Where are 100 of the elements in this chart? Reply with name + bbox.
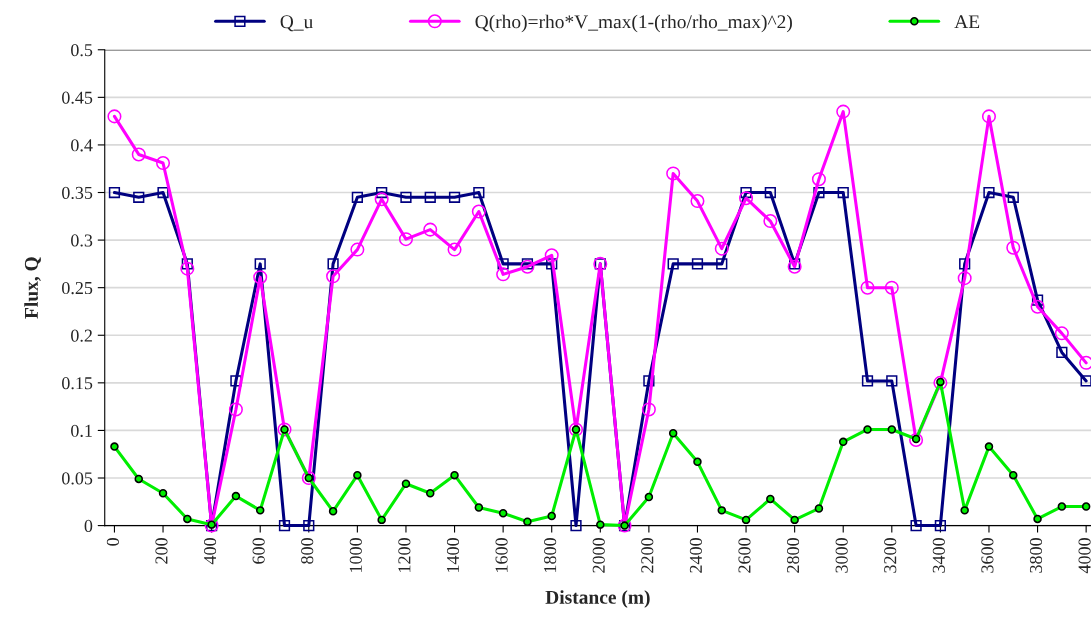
point bbox=[426, 488, 435, 498]
point bbox=[644, 492, 654, 502]
point bbox=[717, 506, 726, 515]
point bbox=[400, 191, 412, 203]
point bbox=[837, 186, 849, 199]
x-tick-label: 1600 bbox=[495, 538, 508, 572]
y-tick-label: 0.45 bbox=[62, 91, 93, 104]
point bbox=[326, 269, 341, 284]
x-tick-label: 0 bbox=[106, 538, 119, 546]
x-tick-label: 200 bbox=[155, 538, 168, 564]
x-tick-label: 4000 bbox=[1078, 538, 1091, 574]
point bbox=[764, 186, 776, 199]
point bbox=[398, 232, 413, 247]
point bbox=[981, 109, 996, 124]
y-tick-label: 0.25 bbox=[62, 281, 93, 295]
x-tick-label: 1800 bbox=[544, 538, 557, 572]
y-tick-label: 0 bbox=[84, 519, 93, 533]
y-tick-label: 0.5 bbox=[71, 44, 93, 57]
point bbox=[668, 429, 678, 438]
y-tick-label: 0.15 bbox=[62, 377, 93, 390]
point bbox=[860, 280, 875, 295]
point bbox=[666, 166, 681, 181]
point bbox=[183, 514, 192, 524]
point bbox=[641, 402, 656, 417]
point bbox=[739, 191, 754, 206]
point bbox=[546, 258, 558, 270]
point bbox=[1033, 514, 1042, 524]
x-tick-label: 2200 bbox=[641, 538, 654, 573]
point bbox=[377, 515, 386, 525]
point bbox=[960, 506, 969, 515]
point bbox=[1081, 502, 1091, 511]
point bbox=[401, 479, 411, 488]
x-tick-label: 1000 bbox=[349, 538, 362, 572]
x-tick-label: 1400 bbox=[446, 538, 460, 572]
point bbox=[157, 186, 169, 199]
point bbox=[1009, 470, 1018, 480]
x-tick-label: 600 bbox=[252, 538, 265, 564]
point bbox=[1007, 191, 1019, 203]
point bbox=[497, 258, 509, 270]
point bbox=[1056, 346, 1068, 359]
point bbox=[813, 186, 825, 199]
point bbox=[787, 259, 802, 274]
point bbox=[521, 258, 534, 270]
point bbox=[131, 147, 146, 162]
x-tick-label: 3800 bbox=[1029, 538, 1043, 573]
point bbox=[278, 519, 291, 532]
point bbox=[255, 506, 265, 515]
point bbox=[690, 194, 705, 209]
point bbox=[374, 192, 389, 207]
point bbox=[983, 186, 995, 199]
x-tick-label: 800 bbox=[301, 538, 314, 564]
point bbox=[811, 172, 826, 187]
point bbox=[496, 267, 511, 282]
point bbox=[714, 241, 729, 256]
point bbox=[447, 242, 462, 257]
point bbox=[520, 259, 535, 274]
point bbox=[133, 191, 145, 203]
point bbox=[181, 258, 193, 270]
point bbox=[327, 258, 339, 270]
point bbox=[254, 258, 266, 270]
point bbox=[884, 280, 899, 295]
point bbox=[570, 519, 582, 532]
x-tick-label: 3400 bbox=[932, 538, 945, 573]
point bbox=[156, 155, 171, 171]
point bbox=[740, 186, 752, 199]
point bbox=[886, 375, 898, 387]
point bbox=[498, 508, 508, 518]
point bbox=[1030, 299, 1045, 314]
legend-label: Q_u bbox=[280, 15, 313, 32]
point bbox=[763, 214, 778, 229]
point bbox=[1080, 375, 1091, 387]
point bbox=[351, 191, 364, 203]
point bbox=[814, 504, 824, 513]
point bbox=[863, 425, 872, 434]
y-tick-label: 0.05 bbox=[62, 472, 93, 485]
point bbox=[1054, 326, 1069, 341]
point bbox=[108, 186, 121, 199]
y-tick-label: 0.35 bbox=[62, 186, 93, 200]
point bbox=[448, 191, 461, 203]
point bbox=[596, 520, 605, 529]
point bbox=[790, 515, 799, 525]
legend-label: Q(rho)=rho*V_max(1-(rho/rho_max)^2) bbox=[475, 14, 792, 33]
point bbox=[693, 457, 702, 467]
point bbox=[910, 519, 922, 532]
y-tick-label: 0.2 bbox=[71, 329, 92, 342]
x-tick-label: 2400 bbox=[689, 538, 702, 573]
point bbox=[110, 442, 119, 451]
point bbox=[231, 491, 241, 501]
point bbox=[376, 186, 388, 199]
point bbox=[424, 191, 436, 203]
point bbox=[984, 442, 994, 451]
point bbox=[1031, 294, 1044, 306]
point bbox=[789, 258, 801, 270]
point bbox=[957, 271, 972, 286]
point bbox=[691, 258, 704, 270]
point bbox=[667, 258, 679, 270]
y-tick-label: 0.4 bbox=[71, 139, 93, 152]
point bbox=[328, 507, 338, 516]
x-tick-label: 2600 bbox=[738, 538, 751, 573]
point bbox=[253, 270, 268, 285]
